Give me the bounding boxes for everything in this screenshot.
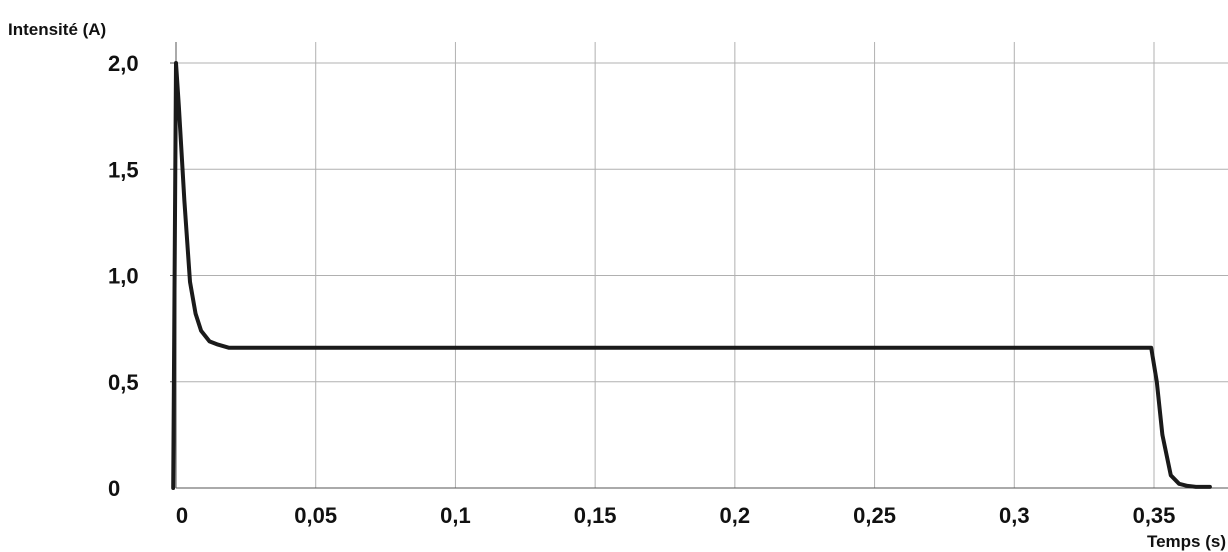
y-tick-labels: 0 0,5 1,0 1,5 2,0 [108, 51, 139, 501]
x-tick-label: 0,3 [999, 503, 1030, 528]
x-tick-label: 0,05 [294, 503, 337, 528]
x-tick-label: 0,15 [574, 503, 617, 528]
series-group [171, 61, 1212, 490]
y-tick-label: 1,5 [108, 157, 139, 182]
grid-lines [176, 42, 1228, 488]
x-tick-label: 0,25 [853, 503, 896, 528]
y-tick-label: 1,0 [108, 264, 139, 289]
y-tick-label: 0,5 [108, 370, 139, 395]
x-tick-labels: 0 0,05 0,1 0,15 0,2 0,25 0,3 0,35 [176, 503, 1176, 528]
x-tick-label: 0 [176, 503, 188, 528]
series-line-0 [171, 61, 1212, 490]
x-tick-label: 0,1 [440, 503, 471, 528]
y-tick-label: 2,0 [108, 51, 139, 76]
x-axis-label: Temps (s) [1147, 532, 1226, 551]
x-tick-label: 0,35 [1133, 503, 1176, 528]
y-axis-label: Intensité (A) [8, 20, 106, 39]
axes [170, 42, 1228, 489]
x-tick-label: 0,2 [720, 503, 751, 528]
y-tick-label: 0 [108, 476, 120, 501]
